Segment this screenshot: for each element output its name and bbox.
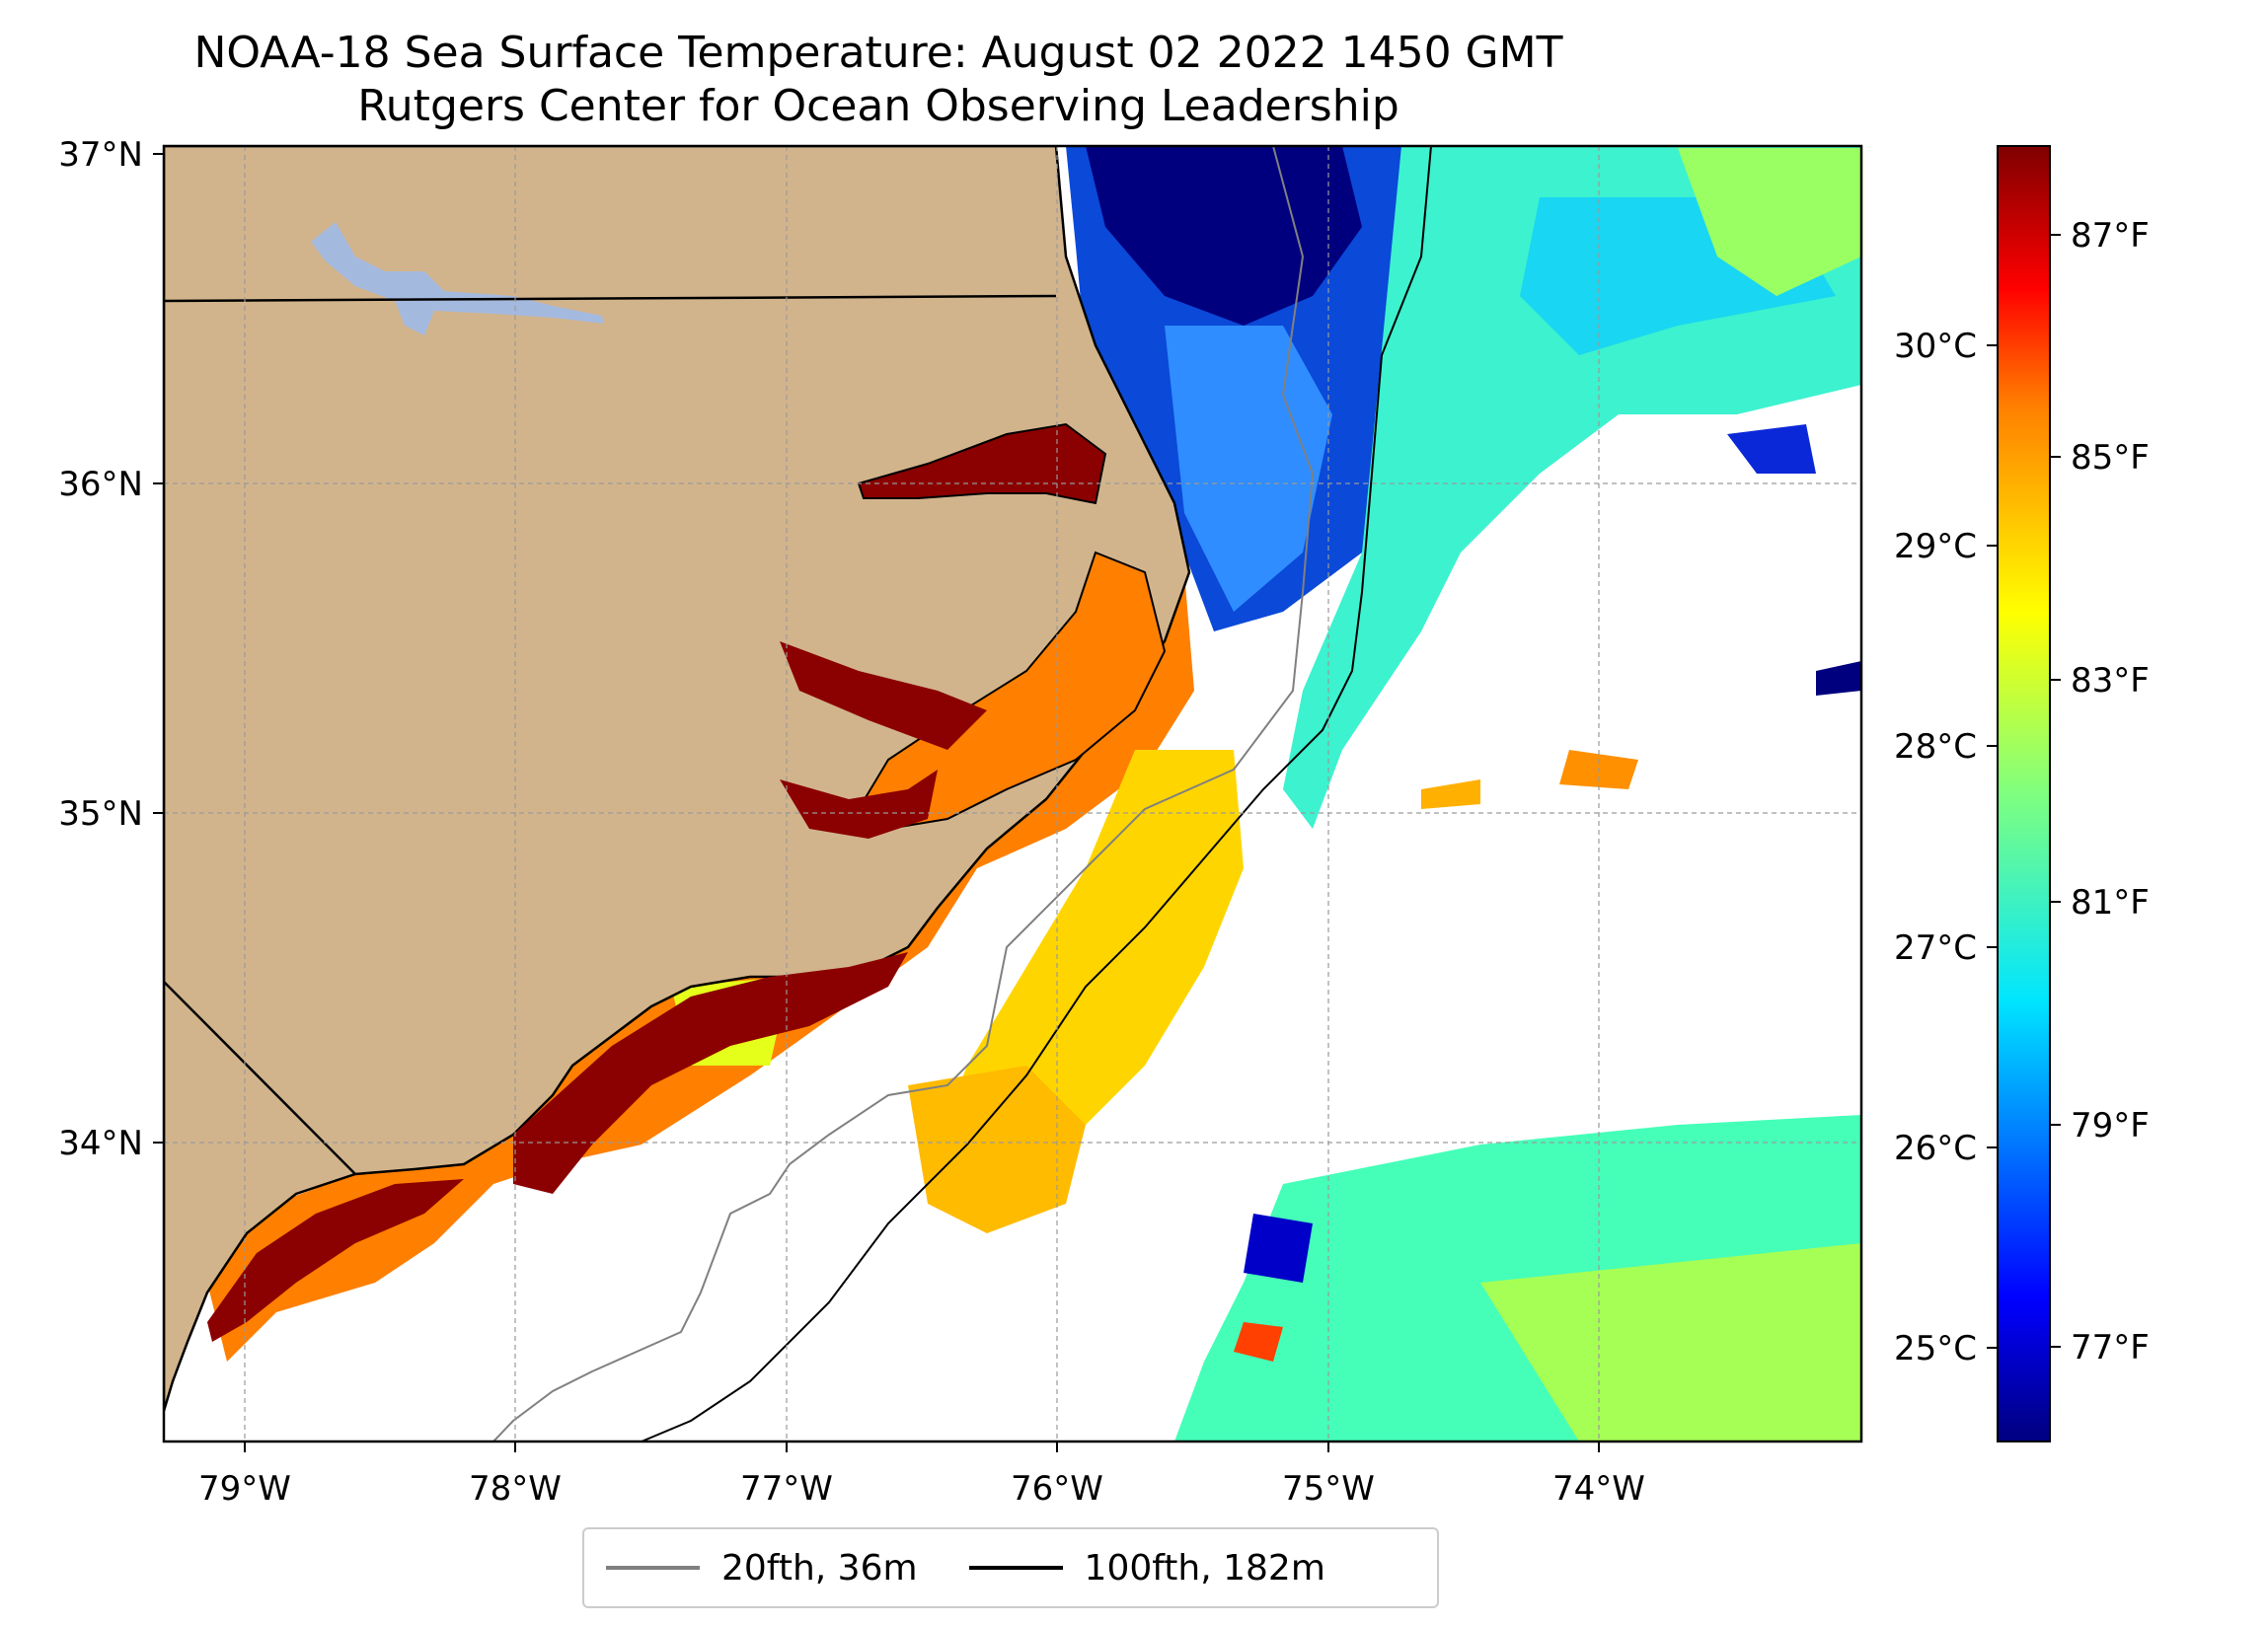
colorbar-fahrenheit-axis: 87°F 85°F 83°F 81°F 79°F 77°F	[2050, 216, 2150, 1367]
celsius-tick-label: 30°C	[1894, 327, 1977, 366]
grid	[164, 146, 1861, 1441]
lon-tick-label: 79°W	[198, 1469, 291, 1509]
fahrenheit-tick-label: 85°F	[2071, 438, 2150, 478]
celsius-tick-label: 29°C	[1894, 527, 1977, 566]
colorbar	[1997, 145, 2051, 1442]
celsius-tick-label: 25°C	[1894, 1329, 1977, 1368]
state-border	[164, 294, 1057, 303]
lat-tick-label: 36°N	[58, 465, 143, 504]
legend-label: 100fth, 182m	[1084, 1547, 1325, 1589]
coastal-warm-band	[513, 952, 908, 1194]
legend-item-20fth: 20fth, 36m	[606, 1548, 918, 1589]
pamlico-sound	[857, 551, 1167, 831]
lat-axis: 37°N 36°N 35°N 34°N	[58, 135, 164, 1163]
fahrenheit-tick-label: 77°F	[2071, 1328, 2150, 1367]
lon-tick-label: 76°W	[1011, 1469, 1103, 1509]
celsius-tick-label: 27°C	[1894, 928, 1977, 968]
fahrenheit-tick-label: 79°F	[2071, 1106, 2150, 1146]
coastal-warm-band-south	[207, 1179, 464, 1342]
plot-frame	[162, 144, 1863, 1443]
celsius-tick-label: 26°C	[1894, 1129, 1977, 1168]
lat-tick-label: 34°N	[58, 1124, 143, 1163]
pamlico-inner	[780, 641, 987, 750]
lon-tick-label: 78°W	[469, 1469, 562, 1509]
colorbar-celsius-axis: 30°C 29°C 28°C 27°C 26°C 25°C	[1894, 327, 1998, 1368]
celsius-tick-label: 28°C	[1894, 727, 1977, 767]
lat-tick-label: 37°N	[58, 135, 143, 175]
isobath-20fth	[492, 146, 1315, 1441]
isobath-legend: 20fth, 36m 100fth, 182m	[582, 1527, 1439, 1608]
legend-line-gray	[606, 1566, 700, 1570]
map-title-line2: Rutgers Center for Ocean Observing Leade…	[357, 81, 1399, 131]
legend-line-black	[968, 1566, 1063, 1570]
fahrenheit-tick-label: 83°F	[2071, 661, 2150, 701]
lon-tick-label: 74°W	[1552, 1469, 1645, 1509]
lon-tick-label: 77°W	[740, 1469, 833, 1509]
lon-axis: 79°W 78°W 77°W 76°W 75°W 74°W	[198, 1441, 1645, 1509]
neuse-river	[780, 770, 938, 839]
legend-label: 20fth, 36m	[721, 1547, 918, 1589]
state-border-sc	[164, 981, 356, 1175]
legend-item-100fth: 100fth, 182m	[968, 1547, 1325, 1589]
lat-tick-label: 35°N	[58, 794, 143, 834]
fahrenheit-tick-label: 81°F	[2071, 883, 2150, 923]
lake-gaston	[311, 222, 604, 335]
fahrenheit-tick-label: 87°F	[2071, 216, 2150, 256]
lon-tick-label: 75°W	[1282, 1469, 1375, 1509]
map-title-line1: NOAA-18 Sea Surface Temperature: August …	[193, 28, 1563, 78]
isobath-100fth	[641, 146, 1432, 1441]
